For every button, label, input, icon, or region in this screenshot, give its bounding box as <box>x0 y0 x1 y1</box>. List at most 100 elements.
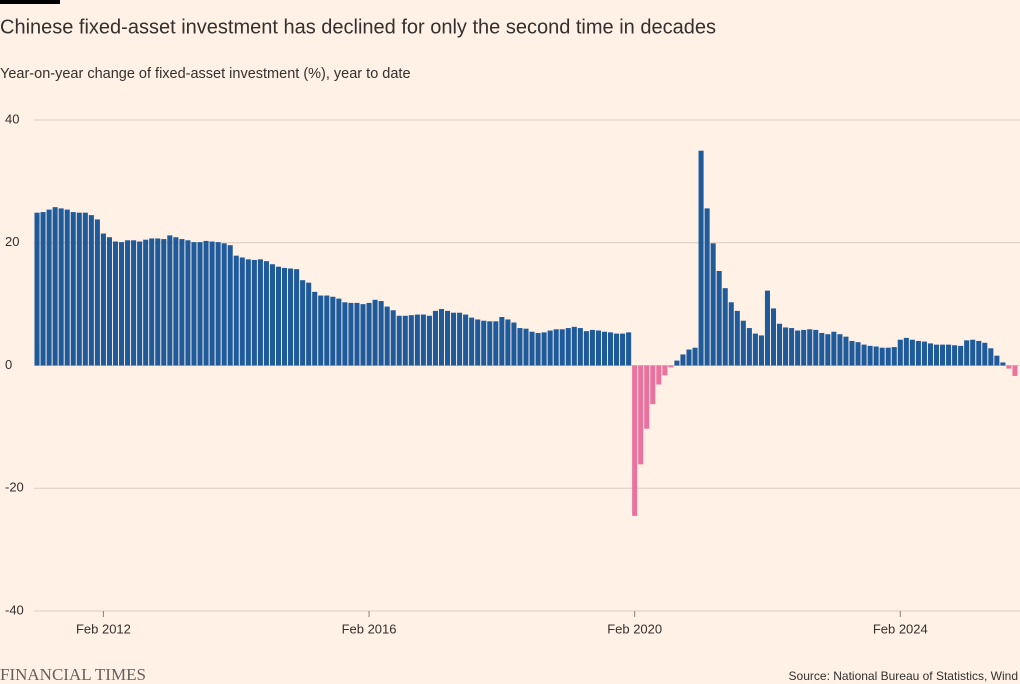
bar <box>215 242 221 366</box>
bar <box>118 242 125 366</box>
bar <box>650 365 656 405</box>
bar <box>777 323 783 366</box>
bar <box>662 365 668 376</box>
bar <box>402 315 408 366</box>
bar <box>94 219 100 366</box>
bar <box>366 302 372 366</box>
bar <box>789 328 795 366</box>
bar <box>432 310 438 366</box>
bar <box>728 302 734 366</box>
bar <box>487 321 493 366</box>
bar <box>535 332 541 366</box>
bar <box>227 245 233 366</box>
bar <box>970 339 976 366</box>
bar <box>336 298 342 366</box>
bar <box>940 344 946 366</box>
bar <box>722 288 728 366</box>
bar <box>269 264 275 366</box>
bar <box>710 243 716 366</box>
bar <box>360 304 366 366</box>
bar <box>475 319 481 366</box>
bar <box>764 290 771 366</box>
bar <box>173 237 179 366</box>
bar <box>903 337 909 366</box>
bar <box>704 208 710 366</box>
bar <box>221 243 227 366</box>
bar <box>52 207 58 366</box>
bar <box>58 208 64 366</box>
bar <box>553 329 559 366</box>
bar <box>601 331 608 366</box>
bar <box>88 215 94 366</box>
bar <box>481 320 487 366</box>
bar <box>155 238 161 366</box>
bar <box>644 365 650 429</box>
bar <box>143 239 149 366</box>
bar <box>70 212 76 366</box>
bar <box>674 360 680 366</box>
bar <box>583 331 589 366</box>
bar <box>807 329 813 366</box>
bar <box>656 365 662 385</box>
bar <box>1000 362 1006 366</box>
bar <box>378 301 384 366</box>
bar <box>46 209 52 366</box>
bar <box>493 321 499 366</box>
bar <box>686 349 692 366</box>
bar <box>626 332 632 366</box>
x-tick-label: Feb 2020 <box>607 621 662 636</box>
bar <box>861 344 867 366</box>
bar <box>692 347 698 366</box>
bar <box>137 241 143 366</box>
bar <box>915 340 921 366</box>
brand-bar <box>0 0 60 4</box>
bar <box>384 306 390 366</box>
bar <box>420 314 426 366</box>
bar <box>239 257 245 366</box>
bar <box>414 314 420 366</box>
x-tick-label: Feb 2024 <box>873 621 928 636</box>
bar <box>318 295 324 366</box>
bar <box>783 327 789 366</box>
bar <box>577 328 583 366</box>
bar <box>952 345 958 366</box>
bar <box>589 329 595 366</box>
bar <box>34 212 40 366</box>
bar <box>408 315 414 366</box>
bar <box>348 302 354 366</box>
bar <box>209 241 215 366</box>
bar <box>185 240 191 366</box>
bar <box>438 309 445 366</box>
bar <box>499 317 505 366</box>
bar <box>76 212 82 366</box>
bar <box>125 240 131 366</box>
source: Source: National Bureau of Statistics, W… <box>789 669 1018 683</box>
bar <box>964 340 970 366</box>
bar <box>233 255 239 366</box>
bar <box>517 328 523 366</box>
bar <box>867 345 873 366</box>
bar <box>843 336 849 366</box>
bar <box>770 308 777 366</box>
bar <box>444 310 451 366</box>
bar <box>505 319 511 366</box>
bar <box>855 342 861 366</box>
bar <box>342 302 348 366</box>
bar <box>64 209 70 366</box>
bar <box>668 365 674 368</box>
y-tick-label: 0 <box>5 357 12 372</box>
bar <box>716 270 722 366</box>
bar <box>372 299 378 366</box>
bar <box>795 330 801 366</box>
y-tick-label: -40 <box>5 602 24 617</box>
x-tick-label: Feb 2016 <box>342 621 397 636</box>
bar <box>511 322 517 366</box>
bar <box>288 268 294 366</box>
brand: FINANCIAL TIMES <box>0 665 146 684</box>
bar <box>131 240 137 366</box>
bar <box>100 233 106 366</box>
bar <box>390 310 396 366</box>
bar <box>245 259 251 366</box>
bar <box>825 334 831 366</box>
